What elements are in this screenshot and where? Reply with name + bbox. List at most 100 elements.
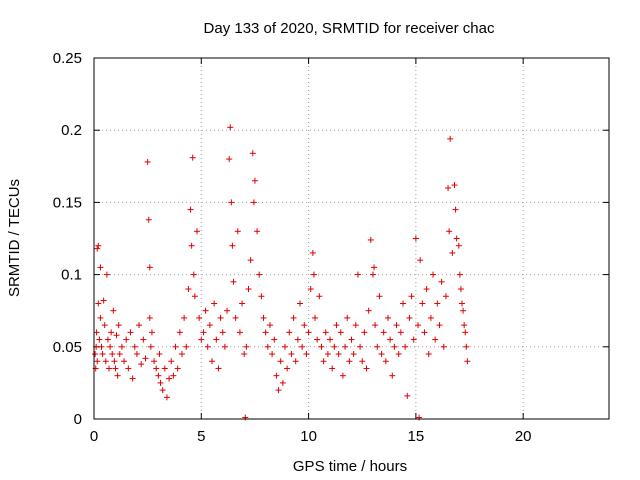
data-point [384,314,391,321]
data-point [324,351,331,358]
data-point [352,322,359,329]
data-point [275,387,282,394]
data-point [101,322,108,329]
data-point [380,329,387,336]
data-point [445,184,452,191]
data-point [247,257,254,264]
data-point [129,375,136,382]
data-point [412,235,419,242]
data-point [303,351,310,358]
data-point [337,329,344,336]
data-point [250,199,257,206]
data-point [415,322,422,329]
data-point [163,394,170,401]
data-point [94,358,101,365]
y-tick-label: 0.15 [53,194,82,211]
data-point [416,414,423,421]
data-point [95,300,102,307]
data-point [453,235,460,242]
data-point [189,154,196,161]
data-point [260,314,267,321]
data-point [125,365,132,372]
data-point [144,158,151,165]
data-point [99,351,106,358]
data-point [121,358,128,365]
data-point [258,293,265,300]
data-point [292,358,299,365]
chart-title: Day 133 of 2020, SRMTID for receiver cha… [204,20,495,37]
data-point [209,358,216,365]
data-point [264,343,271,350]
data-point [322,329,329,336]
data-point [316,293,323,300]
data-point [463,343,470,350]
data-point [232,314,239,321]
data-point [170,372,177,379]
y-tick-label: 0.25 [53,50,82,67]
data-point [354,271,361,278]
data-point [335,351,342,358]
data-point [245,286,252,293]
data-point [100,297,107,304]
data-point [309,249,316,256]
y-tick-label: 0.2 [61,122,82,139]
y-tick-label: 0 [74,411,82,428]
data-point [290,314,297,321]
data-point [153,365,160,372]
y-axis-label: SRMTID / TECUs [6,179,23,297]
data-point [299,343,306,350]
data-point [239,300,246,307]
data-point [241,351,248,358]
data-point [236,329,243,336]
data-point [102,358,109,365]
data-point [297,300,303,307]
data-point [103,271,110,278]
data-point [93,329,100,336]
data-point [256,271,263,278]
data-point [161,365,168,372]
x-tick-label: 20 [515,428,532,445]
data-point [329,365,336,372]
data-point [174,365,181,372]
data-point [215,365,222,372]
data-point [369,271,376,278]
grid [94,58,609,419]
data-point [281,343,288,350]
data-point [374,343,381,350]
data-point [434,300,441,307]
data-point [116,351,123,358]
data-point [166,375,173,382]
data-point [140,336,147,343]
data-point [284,365,291,372]
data-point [94,245,101,252]
data-point [112,365,119,372]
data-point [389,372,396,379]
data-point [107,343,114,350]
data-point [142,355,149,362]
data-point [211,300,218,307]
data-point [459,300,466,307]
data-point [452,206,459,213]
data-point [395,351,402,358]
data-point [365,307,372,314]
data-point [155,372,162,379]
data-point [460,307,467,314]
data-point [378,351,385,358]
data-point [339,372,346,379]
data-point [372,322,379,329]
data-point [406,314,413,321]
data-point [457,286,464,293]
data-points [92,124,471,421]
data-point [462,329,469,336]
data-point [227,124,234,131]
data-point [185,286,192,293]
data-point [286,329,293,336]
data-point [228,199,235,206]
data-point [151,358,158,365]
data-point [146,314,153,321]
data-point [96,336,103,343]
data-point [181,314,188,321]
x-tick-label: 0 [90,428,98,445]
data-point [367,236,374,243]
